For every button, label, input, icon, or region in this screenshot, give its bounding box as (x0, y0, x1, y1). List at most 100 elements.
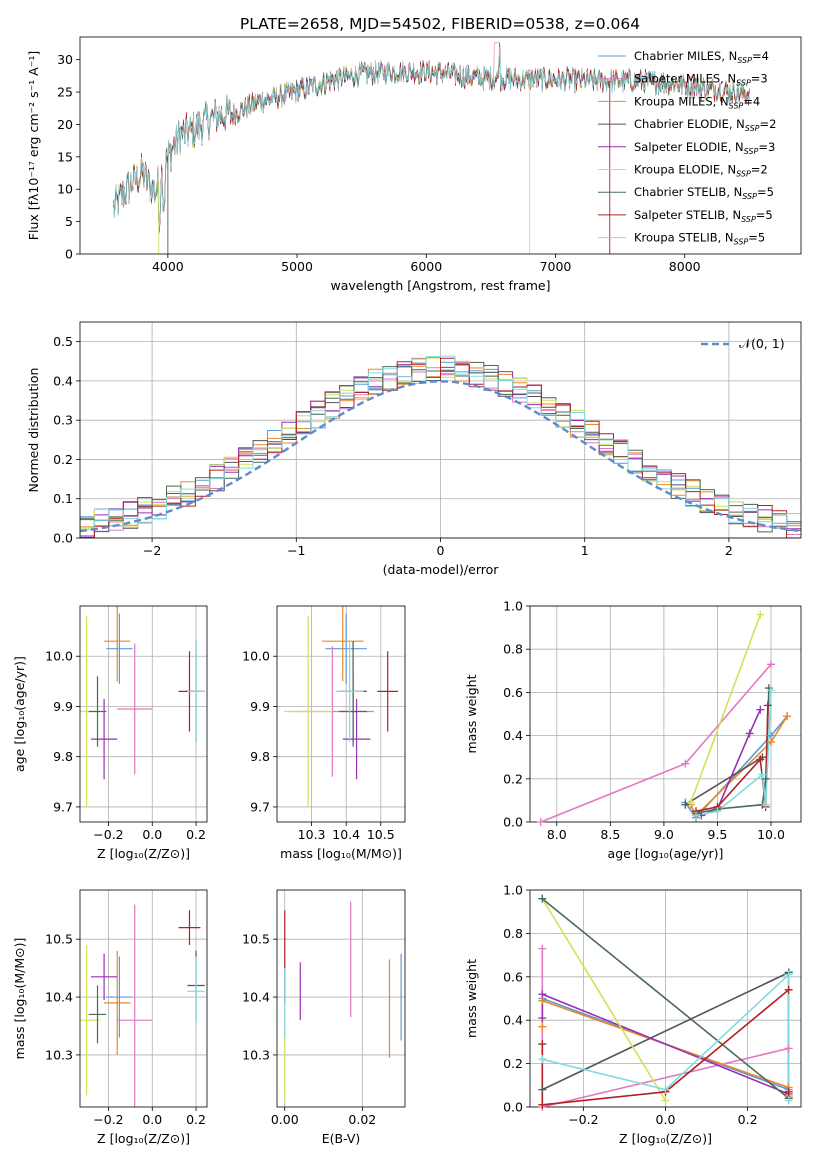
weight-marker-kroupa-miles (538, 1022, 547, 1031)
weight-marker-kroupa-stelib (692, 811, 701, 820)
y-tick-label: 25 (57, 85, 73, 100)
x-tick-label: −1 (287, 543, 305, 558)
y-tick-label: 0.1 (53, 491, 73, 506)
legend-text: Chabrier STELIB, N (634, 185, 742, 199)
x-tick-label: 0.02 (348, 1112, 376, 1127)
y-tick-label: 9.9 (250, 699, 270, 714)
weight-marker-salpeter-stelib (756, 755, 765, 764)
weight-marker-salpeter-elodie (538, 1014, 547, 1023)
legend-label-salpeter-miles: Salpeter MILES, NSSP=3 (634, 72, 768, 88)
grid (530, 605, 801, 823)
y-tick-label: 0 (65, 247, 73, 262)
legend-text: Salpeter ELODIE, N (634, 140, 744, 154)
weight-marker-kroupa-stelib (784, 970, 793, 979)
y-tick-label: 0.6 (503, 969, 523, 984)
weight-marker-salpeter-miles (538, 944, 547, 953)
legend-subscript: SSP (741, 215, 756, 224)
grid (277, 606, 405, 822)
x-tick-label: 0.0 (142, 1112, 162, 1127)
weight-marker-salpeter-stelib (784, 985, 793, 994)
weight-marker-kroupa-stelib (538, 1055, 547, 1064)
x-axis-label: (data-model)/error (383, 562, 500, 577)
weight-marker-salpeter-miles (767, 660, 776, 669)
plot-area (80, 606, 205, 807)
weight-line-chabrier-miles (684, 715, 788, 819)
x-tick-label: 9.0 (654, 827, 674, 842)
histogram-kroupa-stelib (80, 355, 801, 538)
x-axis-label: E(B-V) (322, 1131, 361, 1146)
y-tick-label: 9.7 (53, 799, 73, 814)
legend-label-kroupa-elodie: Kroupa ELODIE, NSSP=2 (634, 163, 768, 179)
y-tick-label: 0.4 (503, 1013, 523, 1028)
spectrum-panel: 4000 5000 6000 7000 8000 0 5 10 15 20 25 30 waveleng… (26, 36, 802, 293)
legend-label-chabrier-elodie: Chabrier ELODIE, NSSP=2 (634, 117, 776, 133)
plot-area (80, 355, 801, 538)
grid (80, 606, 207, 822)
y-tick-label: 10.4 (242, 990, 270, 1005)
x-tick-label: 5000 (281, 259, 313, 274)
legend-suffix: =4 (743, 94, 760, 108)
y-tick-label: 10.5 (45, 932, 73, 947)
weight-vs-age-panel: 8.0 8.5 9.0 9.5 10.0 0.0 0.2 0.4 0.6 0.8 1.0 age [l… (464, 599, 802, 861)
weight-line-kroupa-stelib (542, 972, 790, 1101)
y-tick-label: 10.5 (242, 932, 270, 947)
weight-line-salpeter-miles (540, 663, 772, 822)
weight-line-kroupa-miles (689, 715, 788, 817)
legend-label-chabrier-miles: Chabrier MILES, NSSP=4 (634, 49, 769, 65)
y-tick-label: 0.2 (503, 771, 523, 786)
x-tick-label: −2 (143, 543, 161, 558)
legend-subscript: SSP (745, 124, 760, 133)
weight-marker-salpeter-elodie (745, 729, 754, 738)
axes-frame (79, 605, 208, 823)
axes-frame (79, 889, 208, 1108)
y-tick-label: 0.5 (53, 334, 73, 349)
y-axis-label: age [log₁₀(age/yr)] (12, 656, 27, 772)
weight-marker-kroupa-miles (767, 738, 776, 747)
age-vs-mass-panel: 10.3 10.4 10.5 9.7 9.8 9.9 10.0 mass [log₁₀(M/M… (242, 605, 406, 861)
x-tick-label: 8000 (669, 259, 701, 274)
weight-marker-kroupa-stelib (758, 770, 767, 779)
weight-marker-salpeter-stelib (538, 1040, 547, 1049)
legend-label-kroupa-stelib: Kroupa STELIB, NSSP=5 (634, 231, 765, 247)
weight-marker-kroupa-stelib (767, 686, 776, 695)
y-tick-label: 15 (57, 149, 73, 164)
y-tick-label: 9.9 (53, 699, 73, 714)
y-tick-label: 20 (57, 117, 73, 132)
weight-vs-metallicity-panel: −0.2 0.0 0.2 0.0 0.2 0.4 0.6 0.8 1.0 Z [log₁₀(Z/Z… (464, 883, 802, 1146)
weight-marker-salpeter-miles (536, 818, 545, 826)
age-vs-metallicity-panel: −0.2 0.0 0.2 9.7 9.8 9.9 10.0 Z [log₁₀(Z/Z⊙)] ag… (12, 605, 208, 861)
legend-subscript: SSP (737, 56, 752, 65)
weight-marker-salpeter-elodie (538, 990, 547, 999)
x-axis-label: Z [log₁₀(Z/Z⊙)] (619, 1131, 712, 1146)
axes-frame (276, 889, 406, 1108)
weight-marker-chabrier-elodie (681, 800, 690, 809)
weight-marker-kroupa-stelib (761, 800, 770, 809)
legend-text: Salpeter MILES, N (634, 72, 736, 86)
x-tick-label: 0.2 (186, 1112, 206, 1127)
y-tick-label: 0.4 (503, 728, 523, 743)
figure-title: PLATE=2658, MJD=54502, FIBERID=0538, z=0… (240, 15, 640, 33)
weight-marker-chabrier-stelib (761, 774, 770, 783)
legend-text: Kroupa STELIB, N (634, 231, 734, 245)
y-tick-label: 0.6 (503, 685, 523, 700)
legend-subscript: SSP (736, 170, 751, 179)
y-tick-label: 10.3 (242, 1047, 270, 1062)
plot-area (283, 606, 399, 807)
y-tick-label: 5 (65, 214, 73, 229)
axes-frame (276, 605, 406, 823)
y-axis-label: mass weight (464, 674, 479, 753)
y-tick-label: 1.0 (503, 883, 523, 898)
legend-text: Kroupa ELODIE, N (634, 163, 736, 177)
y-tick-label: 0.2 (53, 452, 73, 467)
legend-suffix: =4 (752, 49, 769, 63)
weight-marker-kroupa-miles (783, 712, 792, 721)
y-tick-label: 9.7 (250, 799, 270, 814)
weight-marker-kroupa-stelib (713, 807, 722, 816)
y-tick-label: 0.8 (503, 642, 523, 657)
gaussian-curve (80, 380, 801, 533)
legend-subscript: SSP (744, 147, 759, 156)
y-tick-label: 10.4 (45, 990, 73, 1005)
spectrum-line-kroupa-stelib (113, 46, 750, 229)
